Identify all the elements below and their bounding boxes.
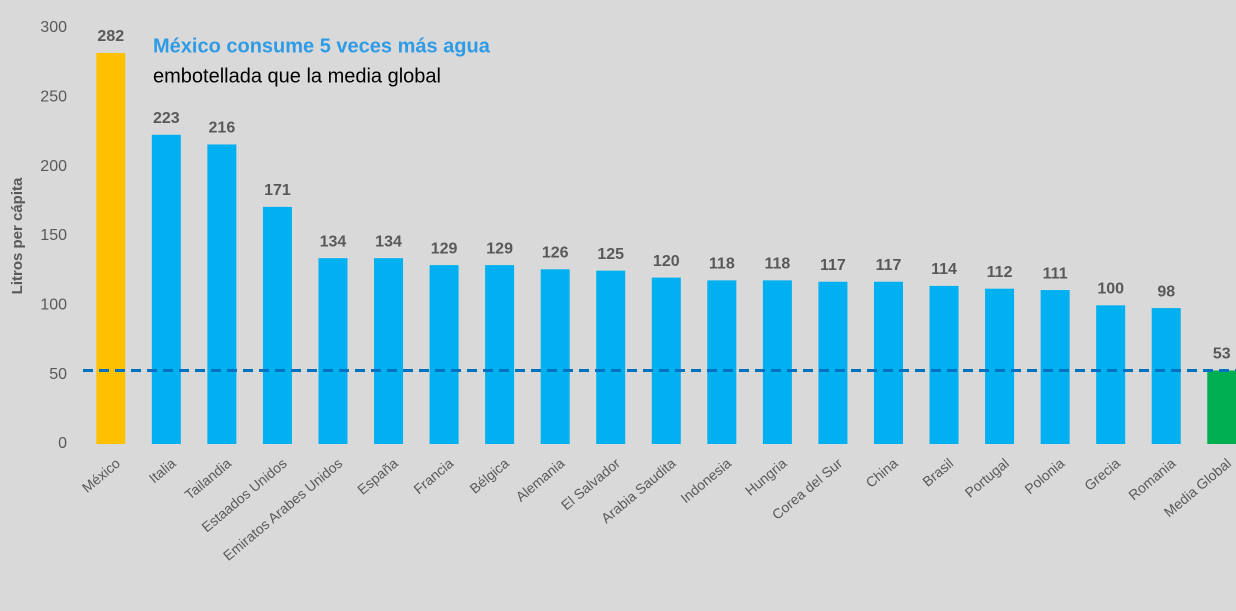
value-label: 126 xyxy=(542,244,569,261)
value-label: 216 xyxy=(209,120,236,137)
bar xyxy=(1151,308,1181,444)
value-label: 134 xyxy=(320,233,347,250)
bar xyxy=(596,270,626,444)
bar xyxy=(929,285,959,444)
value-label: 125 xyxy=(597,246,624,263)
x-tick-label: Hungria xyxy=(742,455,790,499)
value-label: 100 xyxy=(1097,281,1124,298)
x-tick-label: Indonesia xyxy=(677,455,734,506)
x-tick-label: China xyxy=(862,455,900,491)
value-label: 118 xyxy=(764,256,790,273)
bar xyxy=(151,134,181,445)
bar xyxy=(374,258,404,444)
y-tick-label: 200 xyxy=(40,158,67,175)
bar xyxy=(540,269,570,444)
bar xyxy=(1040,290,1070,444)
bar xyxy=(262,206,292,444)
value-label: 129 xyxy=(431,240,458,257)
x-tick-label: Polonia xyxy=(1021,455,1067,497)
bar xyxy=(707,280,737,444)
x-tick-label: Brasil xyxy=(919,455,956,490)
y-axis-title: Litros per cápita xyxy=(9,177,26,294)
y-tick-label: 100 xyxy=(40,297,67,314)
x-tick-label: Tailandia xyxy=(182,455,235,503)
value-label: 223 xyxy=(153,110,180,127)
bar xyxy=(207,144,237,445)
bar xyxy=(762,280,792,444)
x-tick-label: Francia xyxy=(410,455,456,497)
x-tick-label: México xyxy=(79,455,123,496)
bar xyxy=(1207,370,1236,444)
value-label: 282 xyxy=(97,28,124,45)
bar xyxy=(873,281,903,444)
y-tick-label: 50 xyxy=(49,366,67,383)
bar xyxy=(96,52,126,445)
bar xyxy=(651,277,681,444)
value-label: 98 xyxy=(1157,283,1175,300)
bar xyxy=(485,265,515,444)
bar xyxy=(818,281,848,444)
bar xyxy=(1096,305,1126,444)
x-tick-label: Bélgica xyxy=(466,455,512,497)
value-label: 120 xyxy=(653,253,680,270)
x-tick-label: Italia xyxy=(146,455,179,486)
value-label: 111 xyxy=(1043,265,1068,282)
x-tick-label: Alemania xyxy=(512,455,567,505)
y-tick-label: 0 xyxy=(58,435,67,452)
x-tick-label: Grecia xyxy=(1081,455,1123,494)
value-label: 53 xyxy=(1213,346,1231,363)
value-label: 134 xyxy=(375,233,402,250)
y-tick-label: 150 xyxy=(40,227,67,244)
y-tick-label: 250 xyxy=(40,89,67,106)
value-label: 114 xyxy=(931,261,957,278)
bar xyxy=(985,288,1015,444)
bar xyxy=(429,265,459,444)
value-label: 117 xyxy=(820,257,846,274)
x-tick-label: Romania xyxy=(1125,455,1178,503)
value-label: 117 xyxy=(876,257,902,274)
chart-title: México consume 5 veces más agua xyxy=(153,35,491,57)
y-tick-label: 300 xyxy=(40,19,67,36)
x-tick-label: España xyxy=(354,455,401,498)
value-label: 118 xyxy=(709,256,735,273)
bar xyxy=(318,258,348,444)
value-label: 171 xyxy=(264,182,291,199)
value-label: 112 xyxy=(987,264,1013,281)
value-label: 129 xyxy=(486,240,513,257)
chart-subtitle: embotellada que la media global xyxy=(153,65,441,87)
x-tick-label: Portugal xyxy=(962,455,1012,501)
